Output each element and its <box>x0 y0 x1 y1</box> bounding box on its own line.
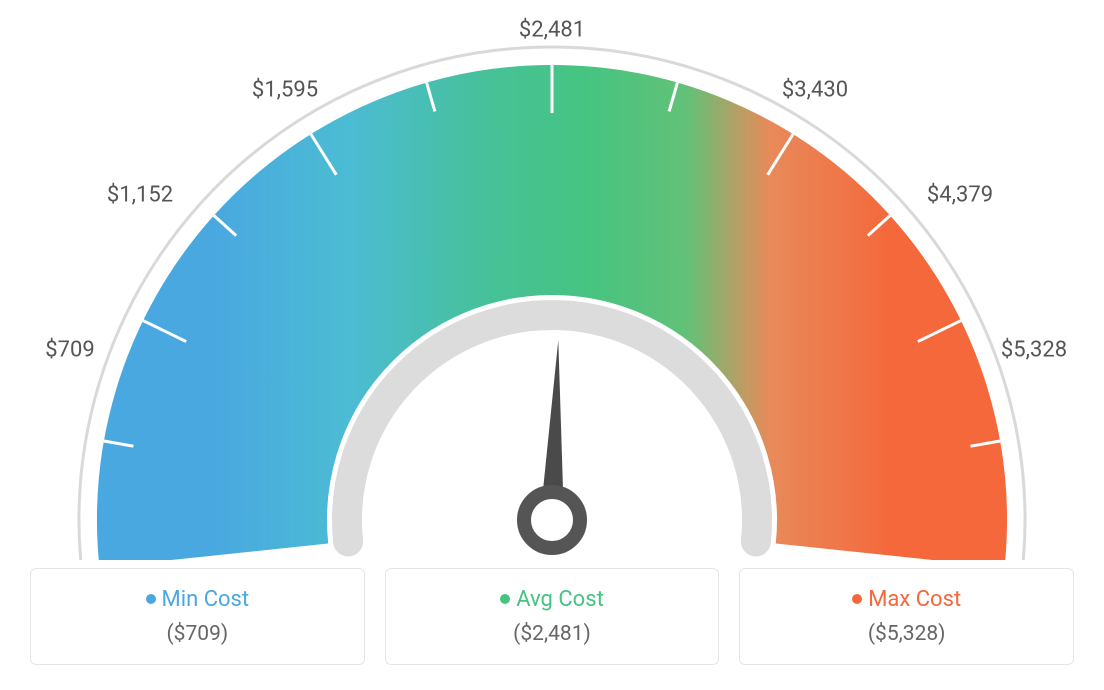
legend-avg-title: Avg Cost <box>396 587 709 612</box>
legend-max-label: Max Cost <box>868 587 961 612</box>
legend-row: Min Cost ($709) Avg Cost ($2,481) Max Co… <box>30 568 1074 665</box>
dot-icon <box>500 594 510 604</box>
legend-max-title: Max Cost <box>750 587 1063 612</box>
legend-max: Max Cost ($5,328) <box>739 568 1074 665</box>
gauge-tick-label: $1,595 <box>252 78 318 103</box>
legend-min-title: Min Cost <box>41 587 354 612</box>
legend-min: Min Cost ($709) <box>30 568 365 665</box>
gauge-chart: $709 $1,152 $1,595 $2,481 $3,430 $4,379 $5,328 <box>0 0 1104 560</box>
gauge-tick-label: $5,328 <box>1001 338 1067 363</box>
gauge-svg <box>0 0 1104 560</box>
gauge-tick-label: $3,430 <box>782 78 848 103</box>
legend-max-value: ($5,328) <box>750 622 1063 646</box>
legend-avg: Avg Cost ($2,481) <box>385 568 720 665</box>
gauge-tick-label: $1,152 <box>107 183 173 208</box>
gauge-tick-label: $4,379 <box>927 183 993 208</box>
dot-icon <box>852 594 862 604</box>
legend-avg-value: ($2,481) <box>396 622 709 646</box>
gauge-tick-label: $2,481 <box>519 18 585 43</box>
gauge-tick-label: $709 <box>45 338 94 363</box>
legend-avg-label: Avg Cost <box>516 587 604 612</box>
legend-min-label: Min Cost <box>162 587 250 612</box>
cost-gauge-container: $709 $1,152 $1,595 $2,481 $3,430 $4,379 $5,328… <box>0 0 1104 690</box>
dot-icon <box>146 594 156 604</box>
legend-min-value: ($709) <box>41 622 354 646</box>
